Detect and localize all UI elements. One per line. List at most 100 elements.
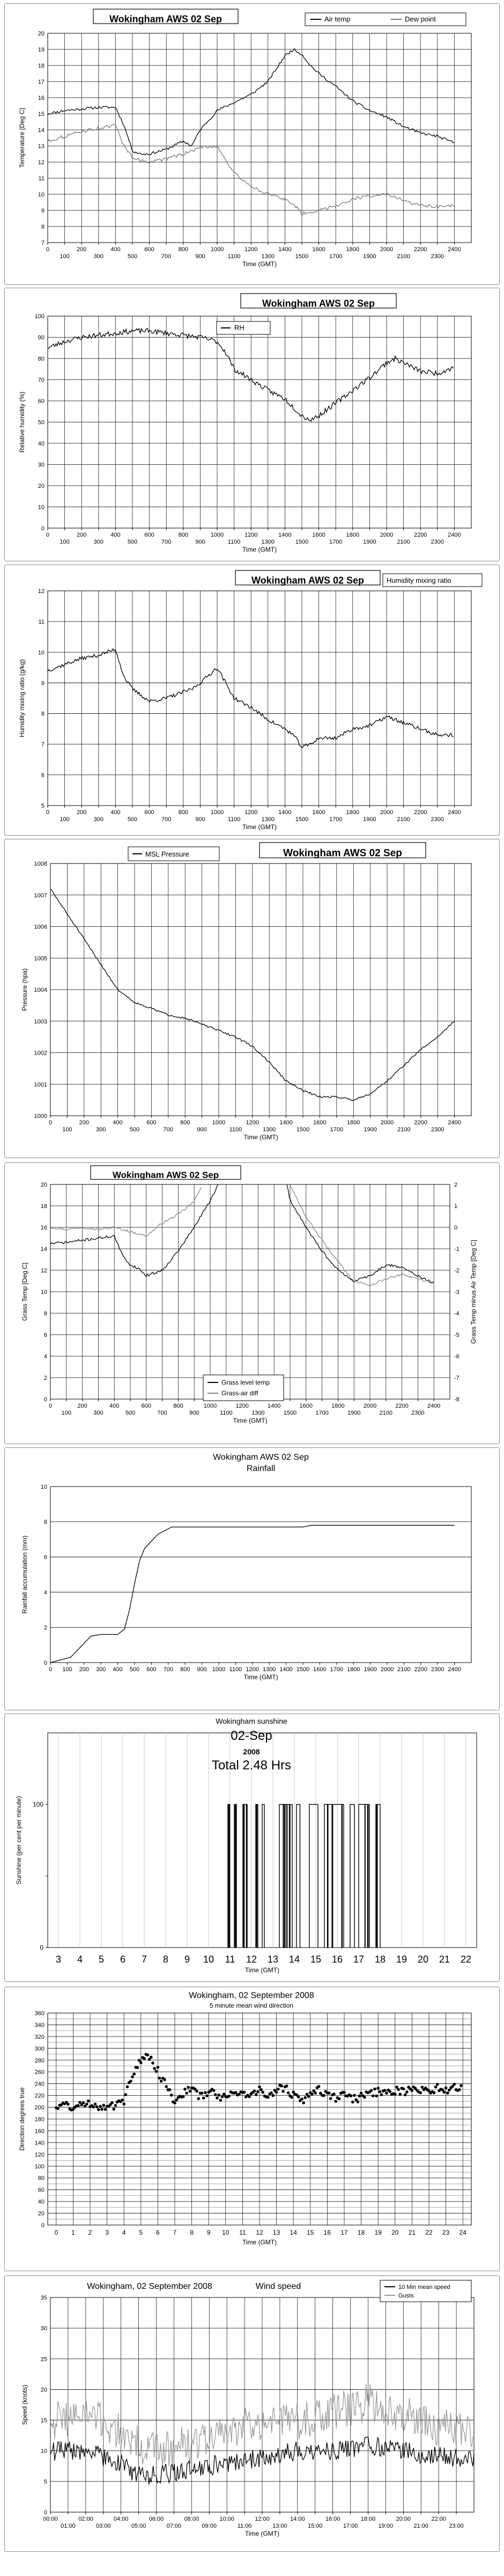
- x-tick-label: 600: [144, 809, 154, 816]
- x-tick-label: 9: [207, 2229, 211, 2236]
- x-tick-label: 2200: [414, 532, 427, 538]
- chart-title: Wokingham AWS 02 Sep: [109, 13, 222, 24]
- x-tick-label: 1000: [211, 532, 224, 538]
- y-tick-label: 7: [41, 240, 45, 246]
- wind-direction-point: [398, 2092, 402, 2096]
- wind-direction-point: [202, 2096, 205, 2100]
- x-tick-label: 1700: [330, 1666, 343, 1673]
- x-tick-label: 21:00: [413, 2523, 428, 2529]
- wind-direction-point: [110, 2101, 114, 2104]
- x-tick-label: 0: [49, 1119, 52, 1126]
- y-tick-label: 5: [41, 803, 45, 809]
- x-tick-label: 15: [310, 1954, 321, 1965]
- y-tick-label: 1007: [34, 892, 47, 899]
- x-tick-label: 300: [96, 1126, 106, 1133]
- wind-direction-point: [234, 2091, 238, 2094]
- wind-direction-point: [285, 2084, 288, 2088]
- x-tick-label: 1000: [212, 1119, 225, 1126]
- x-tick-label: 700: [161, 816, 171, 823]
- x-tick-label: 600: [146, 1666, 156, 1673]
- x-tick-label: 1600: [312, 246, 325, 253]
- wind-direction-point: [139, 2061, 143, 2065]
- y-tick-label: 15: [38, 111, 45, 118]
- y2-tick-label: 1: [454, 1203, 457, 1210]
- wind-direction-point: [290, 2096, 293, 2099]
- x-tick-label: 2: [88, 2229, 92, 2236]
- wind-direction-point: [453, 2082, 456, 2086]
- y-axis-label: Direction degrees true: [18, 2087, 26, 2150]
- x-tick-label: 0: [54, 2229, 58, 2236]
- y2-tick-label: -6: [454, 1353, 459, 1360]
- wind-direction-point: [147, 2058, 151, 2061]
- legend-entry: MSL Pressure: [145, 850, 189, 858]
- wind-direction-point: [195, 2089, 198, 2093]
- x-tick-label: 16:00: [325, 2516, 340, 2522]
- y-tick-label: 8: [44, 1311, 47, 1317]
- chart-title-box: [240, 293, 397, 309]
- x-tick-label: 2300: [431, 539, 444, 545]
- y-tick-label: 260: [35, 2069, 45, 2076]
- x-tick-label: 12: [256, 2229, 263, 2236]
- wind-direction-point: [380, 2093, 383, 2096]
- wind-direction-point: [95, 2105, 99, 2109]
- x-tick-label: 2400: [448, 246, 461, 253]
- wind-direction-point: [405, 2090, 409, 2094]
- x-tick-label: 17:00: [343, 2523, 358, 2529]
- x-tick-label: 900: [195, 539, 205, 545]
- y-tick-label: 70: [38, 377, 45, 384]
- wind-direction-point: [182, 2095, 185, 2098]
- x-axis-label: Time (GMT): [242, 823, 277, 831]
- chart-date: 02-Sep: [231, 1729, 272, 1743]
- x-tick-label: 300: [93, 1410, 103, 1416]
- wind-direction-point: [168, 2088, 172, 2091]
- y-tick-label: 10: [38, 192, 45, 198]
- x-tick-label: 700: [164, 1126, 173, 1133]
- x-tick-label: 1200: [244, 532, 257, 538]
- humidity-chart-panel: 0 10 20 30 40 50 60 70 80 90 100 Relative humidity …: [4, 288, 500, 561]
- x-tick-label: 800: [179, 532, 188, 538]
- x-tick-label: 600: [146, 1119, 156, 1126]
- x-tick-label: 800: [173, 1403, 183, 1409]
- x-tick-label: 1500: [295, 816, 308, 823]
- y-tick-label: 14: [41, 1246, 47, 1253]
- x-tick-label: 23: [442, 2229, 450, 2236]
- x-tick-label: 2200: [395, 1403, 408, 1409]
- x-tick-label: 700: [161, 539, 171, 545]
- wind-direction-point: [307, 2095, 310, 2098]
- y-tick-label: 180: [35, 2117, 45, 2123]
- x-tick-label: 1400: [279, 1119, 292, 1126]
- x-tick-label: 12: [246, 1954, 257, 1965]
- x-tick-label: 9: [184, 1954, 190, 1965]
- wind-direction-point: [78, 2101, 81, 2104]
- wind-direction-point: [143, 2057, 146, 2060]
- y-tick-label: 1002: [34, 1050, 47, 1057]
- x-tick-label: 500: [128, 539, 137, 545]
- wind-direction-point: [260, 2088, 263, 2091]
- x-tick-label: 02:00: [78, 2516, 93, 2522]
- x-tick-label: 200: [79, 1666, 89, 1673]
- wind-direction-point: [305, 2092, 309, 2096]
- wind-direction-point: [85, 2102, 88, 2106]
- y-tick-label: 20: [38, 2211, 45, 2217]
- wind-direction-point: [151, 2061, 154, 2065]
- y2-tick-label: -4: [454, 1311, 459, 1317]
- wind-direction-point: [378, 2090, 382, 2094]
- sunshine-burst: [227, 1804, 231, 1948]
- y-tick-label: 11: [39, 619, 45, 625]
- x-tick-label: 23:00: [449, 2523, 464, 2529]
- plot-area: [50, 1486, 472, 1663]
- legend-entry: Dew point: [405, 15, 436, 23]
- chart-total: Total 2.48 Hrs: [212, 1758, 291, 1773]
- wind-direction-point: [258, 2085, 261, 2089]
- y-tick-label: 1001: [34, 1081, 47, 1088]
- x-tick-label: 0: [49, 1403, 52, 1409]
- wind-direction-point: [66, 2103, 70, 2106]
- rainfall-chart-panel: 0 2 4 6 8 10 Rainfall accumulation (mm) 0 100 200…: [4, 1447, 500, 1710]
- wind-direction-point: [159, 2080, 163, 2083]
- y-tick-label: 19: [38, 47, 45, 53]
- x-tick-label: 600: [142, 1403, 151, 1409]
- y-tick-label: 100: [35, 313, 45, 320]
- y-tick-label: 200: [35, 2105, 45, 2111]
- wind-direction-point: [302, 2101, 305, 2105]
- x-tick-label: 15: [307, 2229, 314, 2236]
